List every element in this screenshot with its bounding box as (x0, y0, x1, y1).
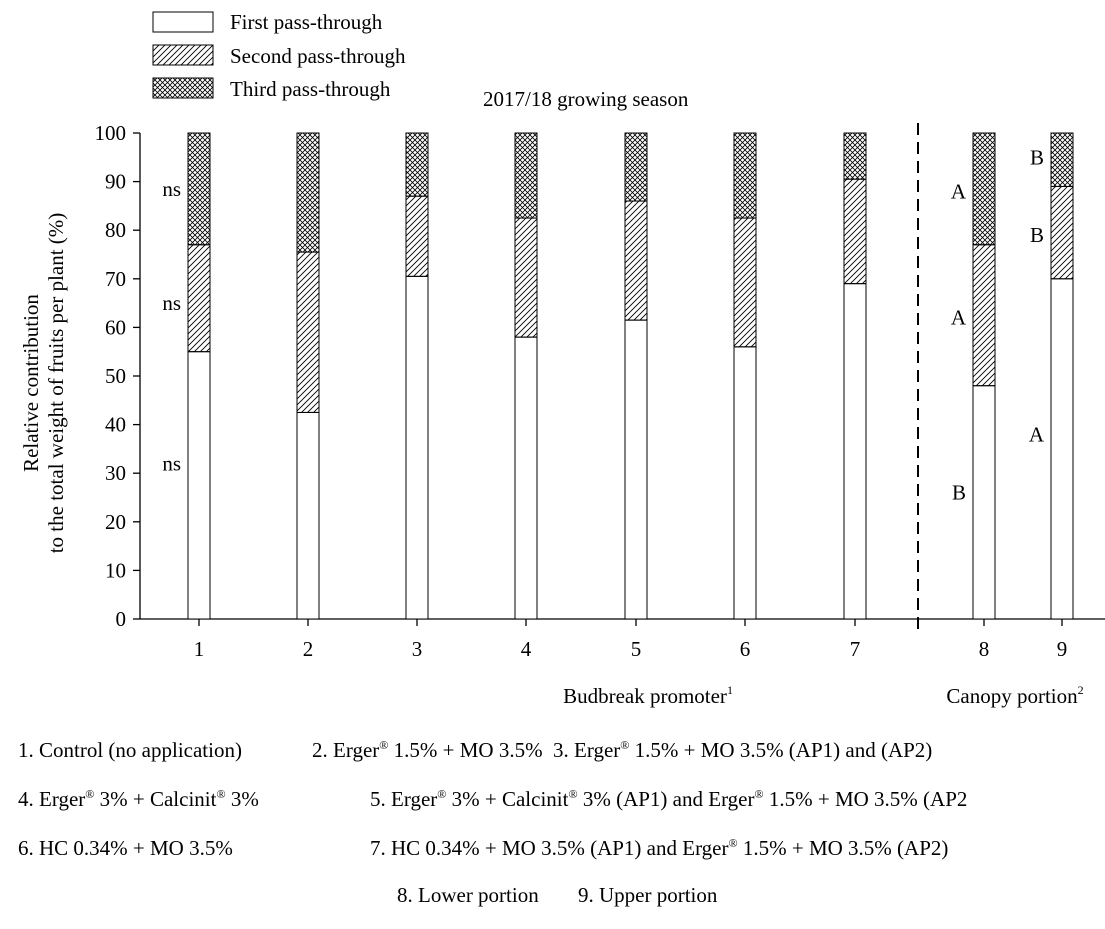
x-tick-label: 4 (521, 637, 532, 661)
x-tick-label: 8 (979, 637, 990, 661)
bar-segment-first (1050, 278, 1074, 620)
bar-segment-first (733, 346, 757, 620)
bar-segment-second (1050, 185, 1074, 280)
x-tick-label: 7 (850, 637, 861, 661)
significance-label: B (1030, 223, 1044, 247)
group-label-canopy: Canopy portion2 (946, 683, 1083, 708)
bar-segment-second (296, 251, 320, 413)
bar-segment-first (624, 319, 648, 620)
y-tick-label: 30 (105, 461, 126, 485)
y-tick-label: 90 (105, 170, 126, 194)
y-tick-label: 20 (105, 510, 126, 534)
bar-segment-third (624, 132, 648, 202)
legend-swatch-third (152, 77, 214, 99)
y-tick-label: 70 (105, 267, 126, 291)
bar-segment-third (296, 132, 320, 253)
bars (187, 132, 1074, 620)
y-axis-label-line2: to the total weight of fruits per plant … (44, 213, 68, 554)
y-tick-label: 100 (95, 121, 127, 145)
bar-segment-first (187, 351, 211, 620)
legend-swatch-first (152, 11, 214, 33)
bar-segment-third (187, 132, 211, 246)
bar-segment-second (405, 195, 429, 277)
bar-segment-second (972, 244, 996, 387)
x-tick-label: 9 (1057, 637, 1068, 661)
significance-label: A (951, 179, 967, 203)
legend-label: Third pass-through (230, 77, 391, 101)
x-tick-label: 5 (631, 637, 642, 661)
bar-segment-first (972, 385, 996, 620)
legend-item: Third pass-through (152, 77, 391, 101)
x-tick-label: 6 (740, 637, 751, 661)
y-tick-label: 50 (105, 364, 126, 388)
axes: 0 10 20 30 40 50 60 70 80 90 100 1 2 3 4 5 6 7 8 9 (95, 121, 1105, 661)
significance-label: ns (162, 177, 181, 201)
bar-segment-second (624, 200, 648, 321)
legend-label: Second pass-through (230, 44, 406, 68)
legend-item: Second pass-through (152, 44, 406, 68)
legend-label: First pass-through (230, 10, 383, 34)
y-tick-label: 10 (105, 558, 126, 582)
chart-title: 2017/18 growing season (483, 87, 689, 111)
bar-segment-third (1050, 132, 1074, 187)
y-tick-label: 60 (105, 315, 126, 339)
legend: First pass-through Second pass-through T… (152, 10, 406, 101)
bar-segment-first (296, 411, 320, 620)
bar-segment-second (514, 217, 538, 338)
bar-segment-first (843, 283, 867, 620)
y-axis-label: Relative contribution to the total weigh… (19, 213, 68, 554)
x-tick-label: 3 (412, 637, 423, 661)
x-tick-label: 1 (194, 637, 205, 661)
significance-label: A (951, 306, 967, 330)
bar-segment-first (405, 275, 429, 620)
significance-label: A (1029, 422, 1045, 446)
y-axis-label-line1: Relative contribution (19, 294, 43, 472)
bar-segment-third (843, 132, 867, 180)
y-tick-label: 40 (105, 413, 126, 437)
y-tick-label: 80 (105, 218, 126, 242)
legend-item: First pass-through (152, 10, 383, 34)
group-label-budbreak: Budbreak promoter1 (563, 683, 733, 708)
legend-swatch-second (152, 44, 214, 66)
bar-segment-third (514, 132, 538, 219)
significance-label: ns (162, 451, 181, 475)
bar-segment-third (733, 132, 757, 219)
significance-label: ns (162, 291, 181, 315)
significance-label: B (952, 481, 966, 505)
bar-segment-second (733, 217, 757, 348)
bar-segment-third (405, 132, 429, 197)
bar-segment-third (972, 132, 996, 246)
significance-label: B (1030, 145, 1044, 169)
y-tick-label: 0 (116, 607, 127, 631)
annotations: ns ns ns B A A A B B (162, 145, 1045, 504)
bar-segment-second (187, 244, 211, 353)
bar-segment-second (843, 178, 867, 285)
x-tick-label: 2 (303, 637, 314, 661)
bar-segment-first (514, 336, 538, 620)
